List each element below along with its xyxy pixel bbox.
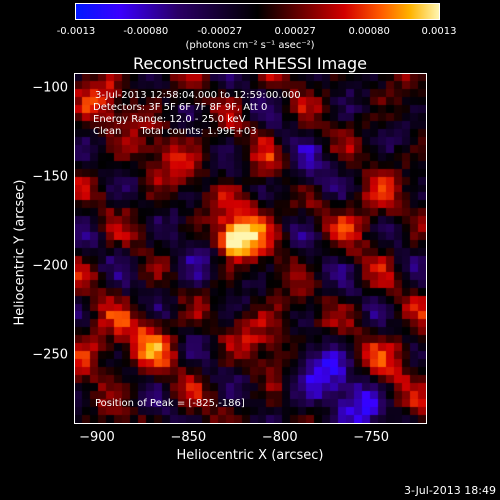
colorbar-tick-label: 0.00027 xyxy=(274,26,316,37)
plot-timestamp: 3-Jul-2013 18:49 xyxy=(403,484,496,497)
overlay-time-range: 3-Jul-2013 12:58:04.000 to 12:59:00.000 xyxy=(95,90,301,101)
x-tick-label: −900 xyxy=(79,430,115,445)
y-axis-label: Heliocentric Y (arcsec) xyxy=(12,179,28,326)
chart-title: Reconstructed RHESSI Image xyxy=(133,54,367,73)
colorbar-tick-label: 0.00080 xyxy=(348,26,390,37)
overlay-clean-counts: Clean Total counts: 1.99E+03 xyxy=(93,126,257,137)
overlay-peak-position: Position of Peak = [-825,-186] xyxy=(95,398,245,409)
heatmap-image xyxy=(75,74,426,423)
x-tick-label: −750 xyxy=(353,430,390,445)
colorbar-tick-label: -0.0013 xyxy=(56,26,96,37)
colorbar xyxy=(75,3,440,20)
y-tick-label: −150 xyxy=(32,169,68,185)
x-tick-label: −850 xyxy=(170,430,207,445)
overlay-detectors: Detectors: 3F 5F 6F 7F 8F 9F, Att 0 xyxy=(93,102,268,113)
colorbar-tick-label: 0.0013 xyxy=(421,26,457,37)
plot-area: 3-Jul-2013 12:58:04.000 to 12:59:00.000 … xyxy=(74,73,427,424)
y-tick-label: −250 xyxy=(32,347,68,363)
colorbar-units: (photons cm⁻² s⁻¹ asec⁻²) xyxy=(185,40,315,51)
colorbar-tick-label: -0.00027 xyxy=(197,26,243,37)
x-tick-label: −800 xyxy=(261,430,298,445)
y-tick-label: −100 xyxy=(32,80,68,96)
overlay-energy-range: Energy Range: 12.0 - 25.0 keV xyxy=(93,114,246,125)
colorbar-tick-label: -0.00080 xyxy=(123,26,169,37)
x-axis-label: Heliocentric X (arcsec) xyxy=(176,448,324,463)
y-tick-label: −200 xyxy=(32,258,68,274)
